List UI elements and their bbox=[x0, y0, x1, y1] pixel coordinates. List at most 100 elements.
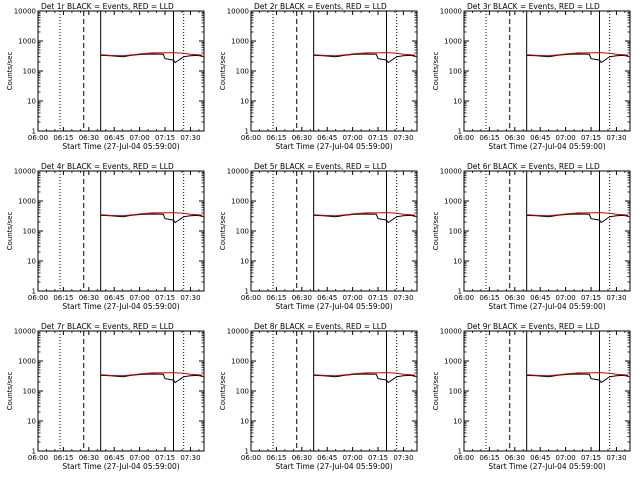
x-tick-label: 07:30 bbox=[180, 454, 200, 462]
panel-title: Det 5r BLACK = Events, RED = LLD bbox=[254, 162, 387, 171]
y-tick-label: 100 bbox=[236, 68, 249, 76]
y-tick-label: 100 bbox=[23, 228, 36, 236]
panel-title: Det 8r BLACK = Events, RED = LLD bbox=[254, 322, 387, 331]
y-tick-label: 10000 bbox=[440, 8, 462, 16]
x-tick-label: 07:15 bbox=[155, 454, 175, 462]
x-tick-label: 06:30 bbox=[292, 454, 312, 462]
y-tick-label: 10 bbox=[240, 98, 249, 106]
x-tick-label: 07:30 bbox=[606, 294, 626, 302]
lld-series-line bbox=[313, 372, 416, 377]
x-axis-label: Start Time (27-Jul-04 05:59:00) bbox=[275, 142, 392, 151]
y-axis-label: Counts/sec bbox=[219, 372, 227, 411]
x-tick-label: 07:15 bbox=[581, 294, 601, 302]
plot-frame bbox=[463, 10, 631, 132]
x-tick-label: 07:15 bbox=[155, 294, 175, 302]
lld-series-line bbox=[526, 372, 629, 377]
x-tick-label: 06:00 bbox=[28, 134, 48, 142]
y-tick-label: 10 bbox=[453, 98, 462, 106]
x-tick-label: 06:00 bbox=[241, 294, 261, 302]
x-tick-label: 07:15 bbox=[368, 134, 388, 142]
detector-panel-3: 1 10 100 1000 10000 06:00 06:15 06:30 06:45 07:00… bbox=[432, 2, 631, 151]
y-tick-label: 100 bbox=[236, 228, 249, 236]
y-tick-label: 1 bbox=[245, 288, 249, 296]
lld-series-line bbox=[313, 52, 416, 57]
y-tick-label: 1 bbox=[32, 448, 36, 456]
y-axis-label: Counts/sec bbox=[432, 52, 440, 91]
y-tick-label: 10 bbox=[27, 98, 36, 106]
x-tick-label: 06:45 bbox=[104, 134, 124, 142]
x-axis-label: Start Time (27-Jul-04 05:59:00) bbox=[275, 302, 392, 311]
x-tick-label: 07:30 bbox=[180, 294, 200, 302]
x-tick-label: 06:45 bbox=[104, 294, 124, 302]
x-tick-label: 06:00 bbox=[28, 294, 48, 302]
x-tick-label: 06:45 bbox=[317, 134, 337, 142]
plot-frame bbox=[463, 330, 631, 452]
plot-frame bbox=[250, 330, 418, 452]
y-tick-label: 100 bbox=[449, 228, 462, 236]
events-series-line bbox=[313, 213, 416, 224]
y-tick-label: 10000 bbox=[14, 168, 36, 176]
x-tick-label: 06:30 bbox=[505, 454, 525, 462]
x-tick-label: 07:15 bbox=[581, 454, 601, 462]
y-tick-label: 10000 bbox=[440, 328, 462, 336]
plot-frame bbox=[37, 10, 205, 132]
y-tick-label: 10 bbox=[240, 258, 249, 266]
events-series-line bbox=[526, 373, 629, 384]
y-tick-label: 100 bbox=[449, 68, 462, 76]
x-tick-label: 06:45 bbox=[530, 294, 550, 302]
x-tick-label: 06:15 bbox=[53, 134, 73, 142]
x-tick-label: 07:00 bbox=[130, 294, 150, 302]
events-series-line bbox=[100, 373, 203, 384]
x-axis-label: Start Time (27-Jul-04 05:59:00) bbox=[62, 142, 179, 151]
y-tick-label: 1000 bbox=[231, 38, 249, 46]
y-tick-label: 10000 bbox=[14, 8, 36, 16]
x-tick-label: 06:15 bbox=[266, 294, 286, 302]
plot-frame bbox=[250, 170, 418, 292]
y-tick-label: 10000 bbox=[14, 328, 36, 336]
events-series-line bbox=[526, 53, 629, 64]
x-tick-label: 06:15 bbox=[479, 134, 499, 142]
y-axis-label: Counts/sec bbox=[6, 372, 14, 411]
x-tick-label: 06:45 bbox=[317, 294, 337, 302]
y-tick-label: 1000 bbox=[231, 358, 249, 366]
detector-panel-8: 1 10 100 1000 10000 06:00 06:15 06:30 06:45 07:00… bbox=[219, 322, 418, 471]
panel-title: Det 1r BLACK = Events, RED = LLD bbox=[41, 2, 174, 11]
x-tick-label: 06:00 bbox=[454, 134, 474, 142]
x-tick-label: 06:15 bbox=[53, 454, 73, 462]
detector-panel-9: 1 10 100 1000 10000 06:00 06:15 06:30 06:45 07:00… bbox=[432, 322, 631, 471]
x-axis-label: Start Time (27-Jul-04 05:59:00) bbox=[488, 302, 605, 311]
x-tick-label: 07:00 bbox=[130, 454, 150, 462]
detector-panel-4: 1 10 100 1000 10000 06:00 06:15 06:30 06:45 07:00… bbox=[6, 162, 205, 311]
y-tick-label: 10000 bbox=[227, 8, 249, 16]
x-tick-label: 06:30 bbox=[79, 454, 99, 462]
lld-series-line bbox=[526, 52, 629, 57]
y-tick-label: 100 bbox=[449, 388, 462, 396]
x-tick-label: 07:30 bbox=[606, 454, 626, 462]
x-tick-label: 07:30 bbox=[393, 134, 413, 142]
detector-panel-5: 1 10 100 1000 10000 06:00 06:15 06:30 06:45 07:00… bbox=[219, 162, 418, 311]
y-axis-label: Counts/sec bbox=[6, 52, 14, 91]
x-tick-label: 06:00 bbox=[454, 454, 474, 462]
x-tick-label: 07:15 bbox=[368, 454, 388, 462]
x-tick-label: 06:45 bbox=[530, 134, 550, 142]
y-tick-label: 1 bbox=[32, 128, 36, 136]
x-tick-label: 06:00 bbox=[454, 294, 474, 302]
y-tick-label: 10 bbox=[27, 418, 36, 426]
detector-panel-7: 1 10 100 1000 10000 06:00 06:15 06:30 06:45 07:00… bbox=[6, 322, 205, 471]
events-series-line bbox=[313, 53, 416, 64]
y-axis-label: Counts/sec bbox=[432, 372, 440, 411]
x-tick-label: 06:30 bbox=[505, 294, 525, 302]
x-tick-label: 07:00 bbox=[556, 454, 576, 462]
plot-frame bbox=[250, 10, 418, 132]
x-tick-label: 07:30 bbox=[393, 454, 413, 462]
lld-series-line bbox=[526, 212, 629, 217]
y-tick-label: 1 bbox=[245, 448, 249, 456]
x-tick-label: 06:45 bbox=[317, 454, 337, 462]
x-tick-label: 06:45 bbox=[530, 454, 550, 462]
y-tick-label: 1000 bbox=[444, 358, 462, 366]
y-tick-label: 1000 bbox=[18, 358, 36, 366]
x-axis-label: Start Time (27-Jul-04 05:59:00) bbox=[275, 462, 392, 471]
x-tick-label: 06:00 bbox=[28, 454, 48, 462]
plot-frame bbox=[463, 170, 631, 292]
lld-series-line bbox=[100, 52, 203, 57]
